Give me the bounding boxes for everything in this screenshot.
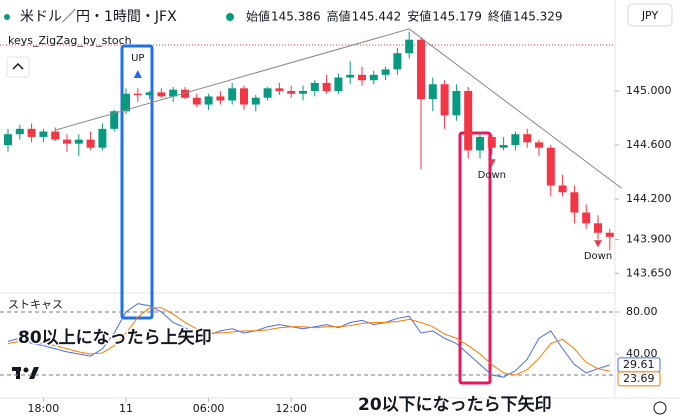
- annotation: 80以上になったら上矢印: [18, 327, 212, 348]
- indicator-name: keys_ZigZag_by_stoch: [8, 34, 132, 47]
- highlight-box-down: [458, 131, 492, 385]
- currency[interactable]: JPY: [641, 9, 659, 22]
- candle-body: [570, 192, 579, 213]
- candle-body: [476, 136, 484, 151]
- stoch-title: ストキャス: [8, 298, 63, 311]
- value-box-label: 29.61: [623, 358, 655, 371]
- candle-body: [464, 91, 473, 151]
- value-box: [617, 371, 661, 387]
- marker-arrow-up: [133, 70, 142, 78]
- y-tick-label: 144.600: [626, 138, 672, 151]
- candle-body: [110, 111, 119, 129]
- candle-body: [240, 88, 248, 105]
- candle-body: [535, 142, 543, 148]
- candle-body: [15, 128, 24, 135]
- stoch-y-tick-label: 80.00: [626, 305, 658, 318]
- candle-body: [358, 74, 366, 81]
- candle-body: [511, 134, 520, 146]
- candle-body: [263, 88, 272, 98]
- zigzag-line: [55, 28, 622, 189]
- candle-body: [322, 82, 331, 92]
- tv-logo: [12, 367, 39, 379]
- candle-body: [122, 93, 130, 112]
- candle-body: [393, 53, 402, 70]
- settings-icon[interactable]: [653, 401, 667, 415]
- candle-body: [216, 96, 225, 101]
- candle-body: [74, 139, 83, 144]
- annotation: 20以下になったら下矢印: [358, 394, 552, 415]
- candle-body: [369, 74, 378, 81]
- ohlc-label: 終値: [488, 9, 512, 24]
- candle-body: [452, 91, 461, 116]
- x-tick-label: 06:00: [193, 402, 225, 415]
- marker-arrow-down: [487, 159, 496, 167]
- ohlc-value: 145.442: [352, 10, 402, 24]
- candle-body: [192, 97, 201, 105]
- value-box-label: 23.69: [623, 372, 655, 385]
- candle-body: [98, 128, 107, 148]
- y-tick-label: 145.000: [626, 84, 672, 97]
- y-tick-label: 144.200: [626, 192, 672, 205]
- candle-body: [310, 82, 319, 92]
- collapse-button[interactable]: [6, 56, 30, 78]
- currency-button[interactable]: [627, 3, 673, 27]
- marker-label: Down: [584, 251, 612, 262]
- x-tick-label: 11: [119, 402, 133, 415]
- candle-body: [275, 88, 284, 92]
- candle-body: [51, 131, 60, 140]
- candle-body: [228, 88, 237, 101]
- candle-body: [405, 39, 414, 54]
- candle-body: [287, 91, 296, 94]
- market-dot: [226, 13, 234, 21]
- candle-body: [299, 91, 307, 94]
- candle-body: [157, 92, 166, 97]
- candle-body: [251, 97, 260, 105]
- marker-label: UP: [131, 53, 144, 64]
- candle-body: [523, 134, 532, 143]
- candle-body: [558, 185, 567, 193]
- candle-body: [181, 89, 189, 98]
- stoch-y-tick-label: 40.00: [626, 347, 658, 360]
- stoch-line: [7, 307, 610, 376]
- candle-body: [63, 139, 71, 144]
- candle-body: [582, 212, 591, 224]
- ohlc-value: 145.179: [432, 10, 482, 24]
- candle-body: [440, 84, 449, 116]
- x-tick-label: 12:00: [275, 402, 307, 415]
- x-tick-label: 18:00: [28, 402, 60, 415]
- candle-body: [499, 145, 508, 148]
- candle-body: [169, 89, 178, 97]
- ohlc-value: 145.329: [513, 10, 563, 24]
- candle-body: [39, 131, 48, 137]
- candle-body: [381, 69, 390, 75]
- candle-body: [27, 128, 36, 137]
- collapse-icon: [12, 62, 24, 70]
- marker-arrow-down: [594, 240, 602, 248]
- ohlc-label: 高値: [327, 9, 351, 24]
- marker-label: Down: [478, 170, 506, 181]
- ohlc-label: 始値: [246, 9, 270, 24]
- symbol-title: 米ドル／円・1時間・JFX: [20, 9, 177, 25]
- candle-body: [204, 96, 213, 105]
- candle-body: [4, 134, 12, 146]
- candle-body: [346, 74, 355, 78]
- y-tick-label: 143.650: [626, 266, 672, 279]
- candle-body: [145, 92, 154, 96]
- candle-body: [86, 139, 95, 148]
- candle-body: [594, 223, 602, 233]
- ohlc-value: 145.386: [271, 10, 321, 24]
- candle-body: [487, 136, 496, 148]
- candle-body: [417, 39, 425, 100]
- ohlc-label: 安値: [407, 9, 431, 24]
- status-dot: [4, 14, 10, 20]
- candle-body: [546, 147, 555, 186]
- candle-body: [133, 93, 142, 96]
- y-tick-label: 143.900: [626, 233, 672, 246]
- candle-body: [428, 84, 437, 100]
- candle-body: [334, 77, 343, 92]
- candle-body: [605, 232, 614, 237]
